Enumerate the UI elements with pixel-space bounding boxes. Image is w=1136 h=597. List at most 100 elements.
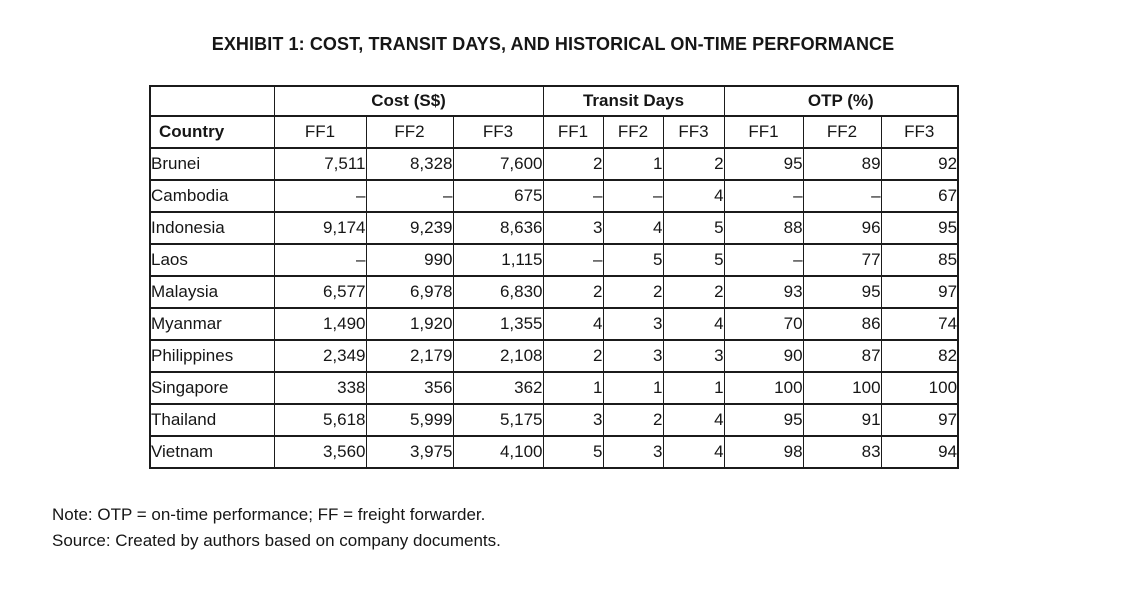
value-cell: 95 xyxy=(802,275,882,309)
value-cell: 87 xyxy=(802,339,882,373)
value-cell: 2 xyxy=(662,147,725,181)
column-header-otp-ff1: FF1 xyxy=(723,115,804,149)
country-cell: Vietnam xyxy=(149,435,275,469)
value-cell: 3,975 xyxy=(365,435,454,469)
value-cell: 74 xyxy=(880,307,959,341)
column-header-cost-ff1: FF1 xyxy=(273,115,367,149)
value-cell: 5,999 xyxy=(365,403,454,437)
value-cell: 7,511 xyxy=(273,147,367,181)
value-cell: 100 xyxy=(802,371,882,405)
table-row: Laos –990 1,115–5 5–77 85 xyxy=(149,243,959,277)
value-cell: 97 xyxy=(880,403,959,437)
value-cell: 7,600 xyxy=(452,147,544,181)
value-cell: – xyxy=(542,243,604,277)
value-cell: 4 xyxy=(662,435,725,469)
value-cell: 83 xyxy=(802,435,882,469)
table-row: Singapore 338 356 362 1 1 1 100 100 100 xyxy=(149,371,959,405)
country-cell: Laos xyxy=(149,243,275,277)
value-cell: 5 xyxy=(542,435,604,469)
value-cell: 9,239 xyxy=(365,211,454,245)
country-cell: Philippines xyxy=(149,339,275,373)
value-cell: 1,115 xyxy=(452,243,544,277)
value-cell: 92 xyxy=(880,147,959,181)
value-cell: 97 xyxy=(880,275,959,309)
value-cell: 95 xyxy=(880,211,959,245)
value-cell: 3 xyxy=(662,339,725,373)
value-cell: – xyxy=(802,179,882,213)
value-cell: 70 xyxy=(723,307,804,341)
value-cell: 2 xyxy=(542,147,604,181)
value-cell: 98 xyxy=(723,435,804,469)
table-row: Myanmar 1,490 1,920 1,355 4 3 4 70 86 74 xyxy=(149,307,959,341)
value-cell: 90 xyxy=(723,339,804,373)
value-cell: 3 xyxy=(602,339,664,373)
value-cell: 2 xyxy=(542,339,604,373)
value-cell: 5,175 xyxy=(452,403,544,437)
value-cell: 2 xyxy=(662,275,725,309)
value-cell: 362 xyxy=(452,371,544,405)
value-cell: 2 xyxy=(602,403,664,437)
table-row: Cambodia – –675– –4– –67 xyxy=(149,179,959,213)
value-cell: 4,100 xyxy=(452,435,544,469)
value-cell: 3 xyxy=(542,403,604,437)
value-cell: 2 xyxy=(542,275,604,309)
table-row: Vietnam 3,560 3,975 4,100 5 3 4 98 83 94 xyxy=(149,435,959,469)
exhibit-table: Cost (S$) Transit Days OTP (%) Country F… xyxy=(149,85,960,469)
value-cell: 1,355 xyxy=(452,307,544,341)
value-cell: 1 xyxy=(662,371,725,405)
value-cell: 2,179 xyxy=(365,339,454,373)
column-header-otp-ff2: FF2 xyxy=(802,115,882,149)
country-cell: Singapore xyxy=(149,371,275,405)
group-header-cost: Cost (S$) xyxy=(273,85,544,117)
group-header-row: Cost (S$) Transit Days OTP (%) xyxy=(149,85,959,117)
country-cell: Brunei xyxy=(149,147,275,181)
value-cell: 95 xyxy=(723,403,804,437)
value-cell: 85 xyxy=(880,243,959,277)
value-cell: 3 xyxy=(602,435,664,469)
table-row: Malaysia 6,577 6,978 6,830 2 2 2 93 95 97 xyxy=(149,275,959,309)
value-cell: 4 xyxy=(662,307,725,341)
exhibit-title: EXHIBIT 1: COST, TRANSIT DAYS, AND HISTO… xyxy=(211,34,895,54)
value-cell: 67 xyxy=(880,179,959,213)
value-cell: – xyxy=(602,179,664,213)
value-cell: 6,978 xyxy=(365,275,454,309)
value-cell: – xyxy=(542,179,604,213)
value-cell: 8,636 xyxy=(452,211,544,245)
sub-header-row: Country FF1 FF2 FF3 FF1 FF2 FF3 FF1 FF2 … xyxy=(149,115,959,149)
value-cell: 89 xyxy=(802,147,882,181)
value-cell: 4 xyxy=(662,179,725,213)
value-cell: 1,490 xyxy=(273,307,367,341)
country-cell: Malaysia xyxy=(149,275,275,309)
value-cell: 3 xyxy=(542,211,604,245)
value-cell: 100 xyxy=(723,371,804,405)
table-body: Brunei 7,511 8,328 7,600 2 1 2 95 89 92 Cambodia – –… xyxy=(149,147,959,469)
footnotes: Note: OTP = on-time performance; FF = fr… xyxy=(52,502,501,554)
group-header-transit-days: Transit Days xyxy=(542,85,725,117)
value-cell: 356 xyxy=(365,371,454,405)
value-cell: 6,830 xyxy=(452,275,544,309)
value-cell: 675 xyxy=(452,179,544,213)
column-header-transit-ff3: FF3 xyxy=(662,115,725,149)
value-cell: – xyxy=(723,243,804,277)
value-cell: 2 xyxy=(602,275,664,309)
value-cell: 3 xyxy=(602,307,664,341)
group-header-otp: OTP (%) xyxy=(723,85,959,117)
column-header-country: Country xyxy=(149,115,275,149)
value-cell: – xyxy=(723,179,804,213)
note-line: Note: OTP = on-time performance; FF = fr… xyxy=(52,505,486,524)
table-row: Indonesia 9,174 9,239 8,636 3 4 5 88 96 95 xyxy=(149,211,959,245)
column-header-transit-ff2: FF2 xyxy=(602,115,664,149)
country-cell: Cambodia xyxy=(149,179,275,213)
value-cell: 100 xyxy=(880,371,959,405)
value-cell: 82 xyxy=(880,339,959,373)
column-header-transit-ff1: FF1 xyxy=(542,115,604,149)
value-cell: 96 xyxy=(802,211,882,245)
country-cell: Thailand xyxy=(149,403,275,437)
country-cell: Myanmar xyxy=(149,307,275,341)
value-cell: 88 xyxy=(723,211,804,245)
value-cell: 3,560 xyxy=(273,435,367,469)
value-cell: 8,328 xyxy=(365,147,454,181)
value-cell: – xyxy=(365,179,454,213)
value-cell: 5,618 xyxy=(273,403,367,437)
